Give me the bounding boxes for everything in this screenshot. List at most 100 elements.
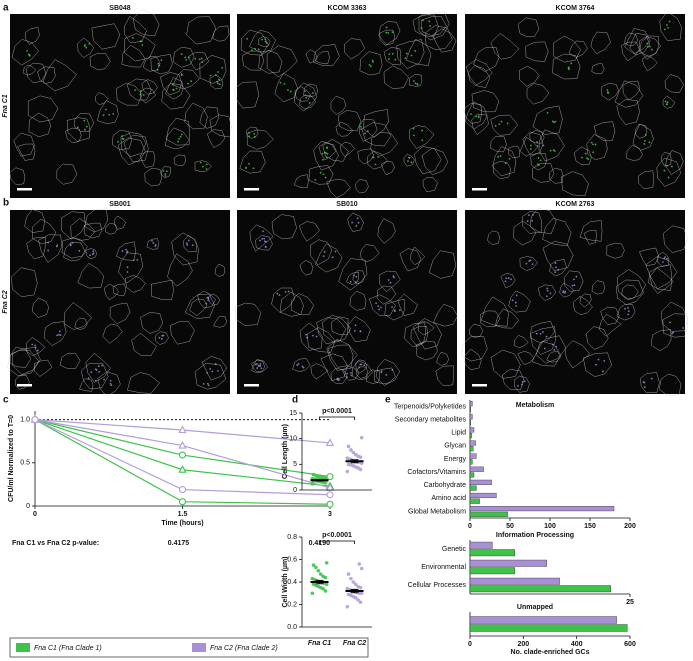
- cell-outline: [384, 298, 406, 321]
- bacteria-signal: [252, 167, 255, 170]
- image-title: KCOM 2763: [556, 201, 595, 208]
- bacteria-signal: [202, 165, 204, 168]
- cell-outline: [342, 366, 360, 381]
- bacteria-signal: [97, 365, 100, 367]
- bacteria-signal: [69, 244, 72, 247]
- bacteria-signal: [429, 25, 432, 27]
- cell-outline: [173, 154, 186, 166]
- cell-outline: [513, 335, 529, 348]
- cell-outline: [271, 214, 297, 240]
- x-tick-label: 150: [584, 523, 596, 530]
- cell-outline: [124, 275, 146, 293]
- chart-title: Unmapped: [517, 604, 553, 611]
- cell-outline: [102, 323, 123, 344]
- cell-outline: [463, 103, 482, 124]
- category-label: Genetic: [442, 546, 467, 553]
- bacteria-signal: [84, 128, 86, 131]
- bacteria-signal: [624, 307, 626, 310]
- bacteria-signal: [416, 83, 419, 86]
- bacteria-signal: [504, 280, 507, 283]
- legend-label: Fna C1 (Fna Clade 1): [34, 645, 102, 652]
- bacteria-signal: [388, 53, 391, 56]
- bacteria-signal: [421, 129, 424, 132]
- bacteria-signal: [177, 140, 180, 143]
- cell-outline: [85, 248, 98, 260]
- scale-bar: [472, 188, 487, 191]
- cell-outline: [412, 14, 439, 38]
- bacteria-signal: [497, 155, 500, 158]
- bacteria-signal: [422, 19, 424, 22]
- bacteria-signal: [59, 334, 62, 337]
- cell-outline: [468, 323, 484, 338]
- point: [178, 451, 187, 459]
- x-tick-label: Fna C1: [308, 640, 331, 647]
- cell-outline: [530, 152, 547, 171]
- y-tick-label: 10: [289, 436, 297, 443]
- bacteria-signal: [126, 271, 129, 273]
- bacteria-signal: [570, 62, 573, 65]
- cell-outline: [598, 313, 622, 337]
- bacteria-signal: [412, 80, 415, 82]
- cell-outline: [251, 360, 265, 372]
- bacteria-signal: [666, 24, 668, 26]
- bacteria-signal: [494, 125, 497, 127]
- bacteria-signal: [199, 161, 202, 164]
- cell-outline: [465, 59, 493, 86]
- y-tick-label: 15: [289, 410, 297, 417]
- cell-outline: [124, 15, 147, 44]
- bacteria-signal: [131, 37, 134, 39]
- cell-outline: [410, 326, 429, 347]
- bacteria-signal: [359, 363, 362, 366]
- micrograph-background: [10, 14, 230, 198]
- point: [311, 582, 316, 587]
- cell-outline: [532, 105, 563, 135]
- cell-outline: [171, 232, 199, 266]
- cell-outline: [96, 100, 119, 125]
- bacteria-signal: [265, 240, 267, 243]
- annotation: Fna C1 vs Fna C2 p-value:: [12, 540, 99, 547]
- cell-outline: [111, 130, 133, 150]
- point: [311, 472, 316, 477]
- x-tick-label: 200: [624, 523, 636, 530]
- point: [346, 462, 351, 467]
- cell-outline: [593, 121, 616, 141]
- cell-outline: [409, 125, 435, 149]
- cell-outline: [530, 326, 557, 355]
- bacteria-signal: [94, 368, 97, 371]
- cell-outline: [310, 363, 329, 380]
- bacteria-signal: [531, 219, 534, 222]
- cell-outline: [335, 121, 354, 137]
- cell-outline: [615, 279, 644, 305]
- bacteria-signal: [160, 59, 163, 62]
- bacteria-signal: [101, 364, 103, 367]
- point: [345, 586, 350, 591]
- bacteria-signal: [346, 372, 349, 375]
- cell-outline: [424, 25, 453, 51]
- cell-outline: [24, 209, 46, 233]
- cell-outline: [11, 267, 38, 297]
- cell-outline: [591, 280, 606, 295]
- bacteria-signal: [326, 153, 329, 155]
- bacteria-signal: [359, 125, 362, 128]
- point: [345, 469, 350, 474]
- cell-outline: [460, 336, 488, 362]
- bacteria-signal: [325, 156, 328, 159]
- cell-outline: [61, 237, 88, 259]
- y-tick-label: 0: [26, 503, 30, 510]
- bar: [469, 585, 612, 593]
- cell-outline: [417, 320, 435, 336]
- cell-outline: [492, 160, 512, 180]
- row-label: Fna C2: [2, 290, 9, 313]
- cell-outline: [255, 235, 273, 251]
- cell-outline: [377, 218, 396, 244]
- cell-outline: [320, 353, 348, 382]
- cell-outline: [549, 259, 567, 277]
- cell-outline: [408, 74, 423, 87]
- cell-outline: [355, 359, 368, 374]
- bacteria-signal: [297, 363, 300, 365]
- bar: [469, 485, 477, 491]
- category-label: Terpenoids/Polyketides: [394, 403, 466, 410]
- bacteria-signal: [530, 144, 532, 147]
- cell-outline: [490, 136, 507, 153]
